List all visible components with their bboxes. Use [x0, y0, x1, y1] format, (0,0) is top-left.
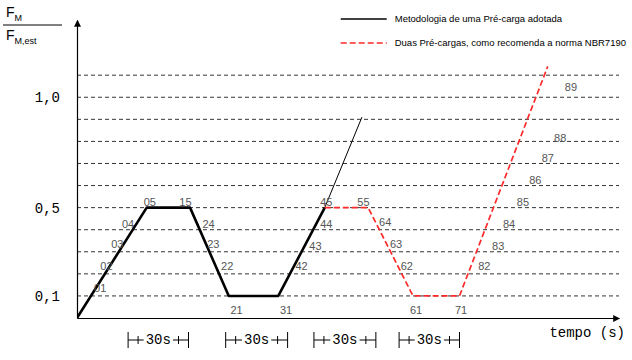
fraction-bar: [3, 25, 62, 26]
point-label: 04: [122, 218, 134, 230]
plot-area: [77, 66, 548, 318]
bracket-end: [287, 332, 288, 348]
bracket-label-bg: [242, 332, 271, 348]
point-label: 89: [565, 81, 577, 93]
chart-container: 0,1 0,5 1,0 01 02 03 04 05 15 24 2322 21 31 4243 44 45 5…: [0, 0, 632, 360]
bracket-label: 30s: [417, 332, 442, 348]
point-label: 84: [503, 218, 515, 230]
point-label: 43: [309, 240, 321, 252]
bracket-end: [375, 332, 376, 348]
bracket-end: [313, 332, 314, 348]
interval-brackets: 30s 30s 30s 30s: [128, 332, 459, 348]
y-label-denominator: FM,est: [6, 27, 37, 46]
point-label: 24: [203, 218, 215, 230]
y-tick-label: 0,5: [35, 201, 60, 217]
bracket-tick: [235, 336, 236, 344]
grid-line: [77, 163, 619, 164]
legend-label: Metodologia de uma Pré-carga adotada: [395, 13, 563, 24]
y-label-numerator: FM: [6, 4, 22, 23]
y-label-base: F: [6, 4, 15, 20]
point-label: 64: [379, 216, 391, 228]
grid-line: [77, 119, 619, 120]
legend-swatch: [341, 18, 387, 19]
bracket-end: [399, 332, 400, 348]
y-tick-label: 1,0: [35, 90, 60, 106]
bracket-label-bg: [144, 332, 173, 348]
y-tick: 0,1: [35, 289, 77, 305]
point-label: 31: [280, 304, 292, 316]
point-label: 05: [144, 196, 156, 208]
bracket-end: [188, 332, 189, 348]
series-line: [325, 117, 362, 208]
bracket-tick: [277, 336, 278, 344]
chart-svg: 0,1 0,5 1,0 01 02 03 04 05 15 24 2322 21 31 4243 44 45 5…: [0, 0, 632, 360]
grid-line: [77, 251, 619, 252]
bracket-tick: [365, 336, 366, 344]
bracket-label: 30s: [244, 332, 269, 348]
point-label: 21: [230, 304, 242, 316]
point-label: 71: [455, 304, 467, 316]
point-label: 63: [390, 238, 402, 250]
x-label: tempo (s): [549, 325, 625, 341]
bracket-tick: [138, 336, 139, 344]
point-label: 44: [320, 218, 332, 230]
bracket-end: [128, 332, 129, 348]
y-tick-label: 0,1: [35, 289, 60, 305]
grid: [77, 75, 619, 296]
point-label: 83: [492, 240, 504, 252]
y-label: FMFM,est: [3, 4, 62, 46]
point-label: 86: [529, 174, 541, 186]
bracket-label-bg: [415, 332, 444, 348]
point-label: 45: [320, 196, 332, 208]
y-label-base: F: [6, 27, 15, 43]
y-label-sub: M: [15, 13, 23, 23]
grid-line: [77, 273, 619, 274]
bracket-tick: [409, 336, 410, 344]
x-axis: [78, 318, 620, 319]
point-label: 82: [478, 260, 490, 272]
series-line: [325, 66, 548, 296]
bracket-label: 30s: [146, 332, 171, 348]
point-label: 88: [554, 132, 566, 144]
y-axis-line: [77, 21, 78, 319]
grid-line: [77, 229, 619, 230]
legend-swatch: [341, 42, 387, 44]
bracket-tick: [449, 336, 450, 344]
bracket-label: 30s: [332, 332, 357, 348]
legend-label: Duas Pré-cargas, como recomenda a norma …: [395, 37, 626, 48]
point-label: 22: [221, 260, 233, 272]
point-label: 61: [410, 304, 422, 316]
point-label: 02: [100, 260, 112, 272]
legend: Metodologia de uma Pré-carga adotada Duas…: [341, 13, 626, 48]
y-tick: 1,0: [35, 90, 77, 106]
point-label: 85: [517, 196, 529, 208]
y-axis: 0,1 0,5 1,0: [35, 21, 78, 319]
grid-line: [77, 141, 619, 142]
point-label: 03: [111, 238, 123, 250]
y-tick: 0,5: [35, 201, 77, 217]
y-label-sub: M,est: [15, 36, 38, 46]
point-label: 62: [401, 260, 413, 272]
point-label: 42: [295, 260, 307, 272]
grid-line: [77, 75, 619, 76]
point-label: 23: [207, 238, 219, 250]
bracket-label-bg: [330, 332, 359, 348]
series-line: [77, 208, 325, 318]
point-labels: 01 02 03 04 05 15 24 2322 21 31 4243 44 45 55 64 63 62 61…: [94, 81, 577, 316]
bracket-tick: [323, 336, 324, 344]
grid-line: [77, 295, 619, 296]
point-label: 15: [179, 196, 191, 208]
bracket-tick: [178, 336, 179, 344]
point-label: 01: [94, 282, 106, 294]
point-label: 87: [542, 152, 554, 164]
x-axis-line: [78, 318, 620, 319]
point-label: 55: [357, 196, 369, 208]
grid-line: [77, 97, 619, 98]
bracket-end: [459, 332, 460, 348]
bracket-end: [225, 332, 226, 348]
